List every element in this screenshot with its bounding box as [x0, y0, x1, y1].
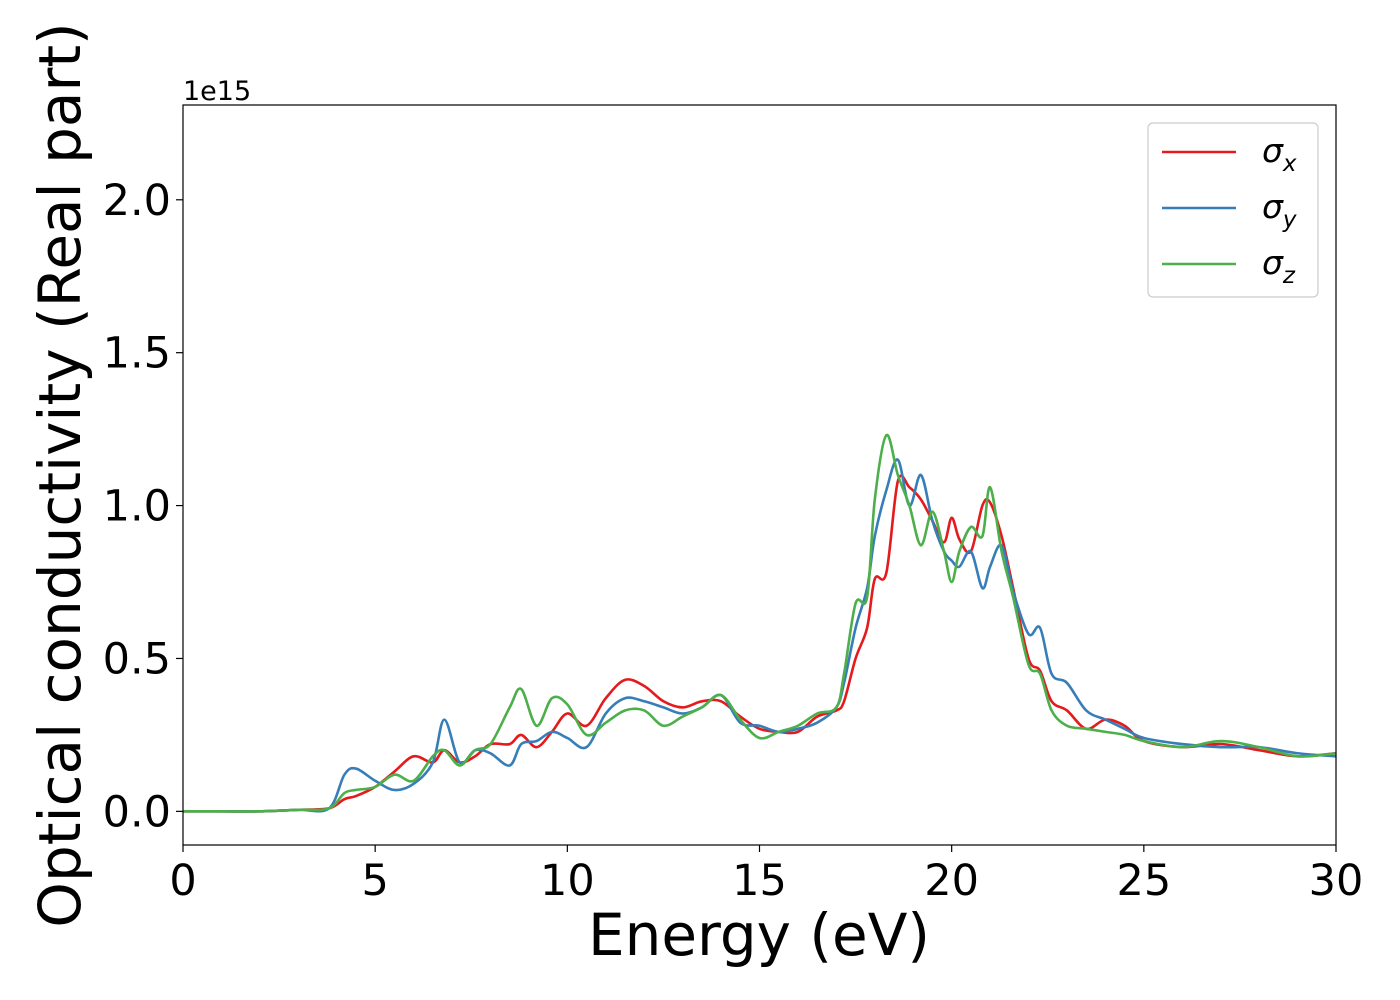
y-ticks: 0.0 0.5 1.0 1.5 2.0: [103, 176, 183, 837]
legend-label-2: σy: [1262, 187, 1297, 233]
x-axis-label: Energy (eV): [588, 901, 930, 969]
x-tick-label: 0: [169, 856, 196, 906]
y-tick-label: 0.0: [103, 787, 171, 837]
y-tick-label: 1.5: [103, 329, 171, 379]
legend-items: σx σy σz: [1162, 131, 1297, 289]
x-tick-label: 15: [732, 856, 787, 906]
legend: σx σy σz: [1147, 122, 1319, 298]
x-tick-label: 5: [361, 856, 388, 906]
y-tick-label: 2.0: [103, 176, 171, 226]
y-offset-text: 1e15: [183, 76, 251, 107]
series-layer: [182, 433, 1337, 813]
x-tick-label: 25: [1116, 856, 1171, 906]
y-tick-label: 1.0: [103, 482, 171, 532]
y-axis-label: Optical conductivity (Real part): [26, 22, 94, 927]
x-tick-label: 20: [924, 856, 979, 906]
x-tick-label: 30: [1309, 856, 1364, 906]
series-line-1: [182, 474, 1337, 813]
x-tick-label: 10: [540, 856, 595, 906]
legend-label-1: σx: [1262, 131, 1297, 177]
legend-label-3: σz: [1262, 243, 1296, 289]
series-line-2: [182, 458, 1337, 813]
x-ticks: 0 5 10 15 20 25 30: [169, 845, 1363, 906]
legend-box: [1147, 122, 1319, 298]
series-line-3: [182, 433, 1337, 813]
y-tick-label: 0.5: [103, 634, 171, 684]
